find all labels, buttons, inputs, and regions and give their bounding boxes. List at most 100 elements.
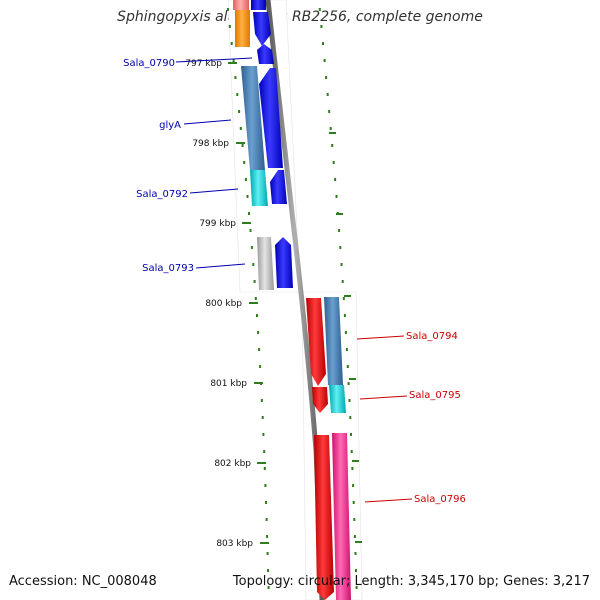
gene-label-text: Sala_0796 [414,494,466,505]
ring-dot [325,76,328,79]
ring-dot [353,518,356,521]
cds-reverse-0794 [306,298,326,386]
ring-dot [256,314,258,317]
tick-label-799: 799 kbp [199,219,236,229]
tick-label-798: 798 kbp [192,139,229,149]
ring-dot [239,127,242,130]
gene-label-sala-0794[interactable]: Sala_0794 [356,331,458,342]
ring-dot [244,178,247,181]
ring-dot [350,450,353,453]
gene-salmon-top [233,0,249,10]
ring-dot [232,59,235,62]
ring-dot [340,263,343,266]
ring-dot [262,433,265,436]
ring-dot [347,382,350,385]
ring-dot [338,229,341,232]
ring-dot [254,297,257,300]
ring-dot [265,501,267,504]
tick-label-803: 803 kbp [216,539,253,549]
tick-label-800: 800 kbp [205,299,242,309]
ring-dot [243,161,246,164]
ring-dot [226,8,229,11]
ring-dot [348,399,351,402]
ring-dot [346,365,349,368]
cds-forward-glyA [259,68,283,168]
ring-dot [257,331,260,334]
ring-dot [339,246,342,249]
ring-dot [342,297,345,300]
ring-dot [260,399,263,402]
ring-dot [250,246,253,249]
ring-dot [341,280,344,283]
ring-dot [267,586,270,589]
gene-label-text: Sala_0795 [409,390,461,401]
ring-dot [328,110,331,113]
ring-dot [267,569,270,572]
gene-label-text: Sala_0790 [123,58,175,69]
ring-dot [261,416,264,419]
ring-dot [329,127,332,130]
scale-tick-803: 803 kbp [216,539,269,549]
gene-label-text: Sala_0793 [142,263,194,274]
gene-sala-0794 [324,297,343,385]
ring-dot [230,42,233,45]
ring-dot [354,552,357,555]
ring-dot [326,93,329,96]
ring-dot [246,195,249,198]
gene-label-sala-0795[interactable]: Sala_0795 [359,390,461,401]
scale-tick-798: 798 kbp [192,139,245,149]
gene-sala-0795 [329,385,346,413]
ring-dot [351,467,354,470]
scale-tick-801: 801 kbp [210,379,263,389]
ring-dot [265,518,268,521]
gene-sala-0792 [250,170,268,206]
ring-dot [323,59,326,62]
ring-dot [249,229,252,232]
ring-dot [331,144,334,147]
gene-label-sala-0790[interactable]: Sala_0790 [123,57,253,69]
ring-dot [241,144,244,147]
ring-dot [320,25,323,28]
genome-summary-text: Topology: circular; Length: 3,345,170 bp… [232,574,590,589]
tick-label-801: 801 kbp [210,379,247,389]
cds-reverse-0796 [314,435,334,600]
ring-dot [349,416,352,419]
ring-dot [266,535,269,538]
scale-tick-799: 799 kbp [199,219,251,229]
ring-dot [228,25,231,28]
gene-orange-top [235,10,250,47]
gene-label-sala-0796[interactable]: Sala_0796 [364,494,466,505]
cds-reverse-0795 [312,387,328,413]
ring-dot [335,195,338,198]
gene-sala-0793 [257,237,274,290]
gene-label-sala-0793[interactable]: Sala_0793 [142,263,246,274]
ring-dot [350,433,352,436]
ring-dot [253,280,256,283]
ring-dot [353,535,356,538]
ring-dot [322,42,324,45]
ring-dot [258,348,261,351]
gene-glyA [241,66,265,170]
ring-dot [263,450,266,453]
gene-label-text: glyA [159,120,181,131]
ring-dot [352,501,355,504]
scale-tick-800: 800 kbp [205,299,258,309]
ring-dot [332,161,335,164]
gene-sala-0796 [332,433,351,600]
ring-dot [352,484,355,487]
gene-label-sala-0792[interactable]: Sala_0792 [136,188,239,200]
ring-dot [334,178,337,181]
ring-dot [252,263,255,266]
ring-dot [345,348,348,351]
ring-dot [344,331,347,334]
ring-dot [355,586,358,589]
ring-dot [263,467,266,470]
ring-dot [259,365,262,368]
ring-dot [264,484,267,487]
cds-forward-0792 [270,170,287,204]
gene-label-glyA[interactable]: glyA [159,119,232,131]
outer-dotted-ring [318,8,358,589]
cds-forward-top [253,12,271,46]
